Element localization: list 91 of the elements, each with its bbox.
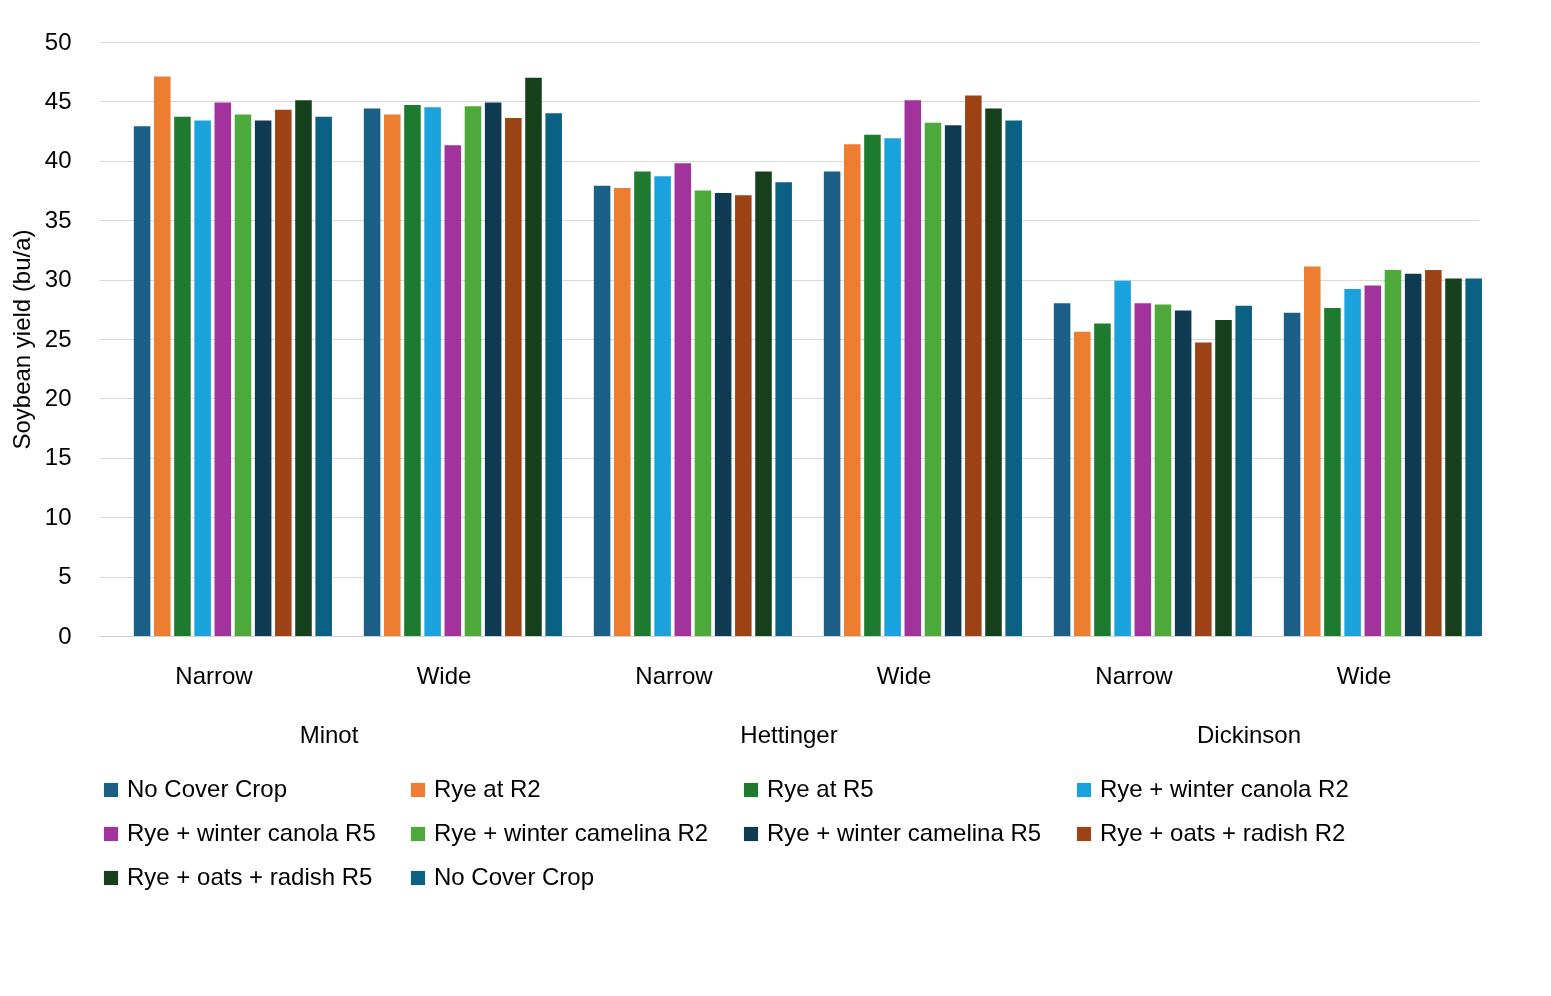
legend-label: Rye + oats + radish R5 bbox=[127, 863, 373, 890]
bar bbox=[1114, 280, 1131, 636]
legend-label: No Cover Crop bbox=[127, 775, 288, 802]
bar bbox=[133, 126, 151, 636]
x-tick-label: Narrow bbox=[1095, 661, 1174, 689]
bar bbox=[254, 120, 272, 636]
bar bbox=[525, 77, 542, 636]
bar bbox=[1364, 285, 1382, 636]
bar bbox=[1134, 303, 1152, 636]
bar bbox=[234, 114, 252, 636]
legend-label: Rye + winter canola R5 bbox=[127, 819, 376, 846]
bar bbox=[1304, 266, 1321, 636]
bar bbox=[884, 138, 901, 636]
legend-label: Rye + winter canola R2 bbox=[1100, 775, 1349, 802]
y-tick-label: 5 bbox=[58, 562, 72, 590]
bar bbox=[1154, 304, 1172, 636]
bar bbox=[1465, 278, 1482, 636]
bar bbox=[1384, 270, 1402, 636]
bar bbox=[1344, 289, 1361, 636]
y-tick-label: 50 bbox=[44, 27, 72, 55]
bar bbox=[404, 104, 421, 636]
x-tick-label: Wide bbox=[416, 661, 472, 689]
bar bbox=[194, 120, 211, 636]
bar bbox=[295, 100, 312, 636]
bar bbox=[363, 108, 381, 636]
bar bbox=[1074, 331, 1091, 636]
bar bbox=[1174, 310, 1192, 636]
bar bbox=[1053, 303, 1071, 636]
bar bbox=[484, 102, 502, 636]
bar bbox=[174, 116, 191, 636]
legend-label: No Cover Crop bbox=[434, 863, 595, 890]
y-tick-label: 25 bbox=[44, 324, 72, 352]
y-tick-label: 15 bbox=[44, 443, 72, 471]
bar bbox=[864, 134, 881, 636]
bar bbox=[755, 171, 772, 636]
bar bbox=[714, 192, 732, 636]
bar bbox=[1324, 308, 1341, 636]
legend-label: Rye + winter camelina R5 bbox=[767, 819, 1042, 846]
y-tick-label: 45 bbox=[44, 86, 72, 114]
text: Minot bbox=[299, 721, 359, 748]
bar bbox=[1283, 312, 1301, 636]
bar bbox=[775, 182, 792, 636]
y-tick-label: 0 bbox=[58, 621, 72, 649]
y-tick-label: 20 bbox=[44, 383, 72, 411]
bar bbox=[674, 163, 692, 636]
bar bbox=[1404, 273, 1422, 636]
bar bbox=[464, 106, 482, 636]
bar bbox=[944, 125, 962, 636]
bar bbox=[384, 114, 401, 636]
bar bbox=[654, 176, 671, 636]
text: Hettinger bbox=[740, 721, 838, 748]
legend-label: Rye at R2 bbox=[434, 775, 541, 802]
y-tick-label: 35 bbox=[44, 205, 72, 233]
bar bbox=[1235, 305, 1252, 636]
bar bbox=[823, 171, 841, 636]
legend-label: Rye + winter camelina R2 bbox=[434, 819, 709, 846]
bar bbox=[844, 144, 861, 636]
bar bbox=[593, 185, 611, 636]
x-tick-label: Wide bbox=[1336, 661, 1392, 689]
bar bbox=[154, 76, 171, 636]
y-tick-label: 40 bbox=[44, 146, 72, 174]
bar bbox=[1215, 319, 1232, 636]
bar bbox=[735, 195, 752, 636]
bar bbox=[985, 108, 1002, 636]
bar bbox=[545, 113, 562, 636]
legend-label: Rye at R5 bbox=[767, 775, 874, 802]
bar bbox=[505, 118, 522, 636]
y-tick-label: 30 bbox=[44, 265, 72, 293]
y-tick-label: 10 bbox=[44, 502, 72, 530]
bar bbox=[214, 102, 232, 636]
text: Dickinson bbox=[1196, 721, 1302, 748]
y-axis-title: Soybean yield (bu/a) bbox=[7, 229, 35, 450]
bar bbox=[1425, 270, 1442, 636]
bar bbox=[1094, 323, 1111, 636]
bar bbox=[614, 188, 631, 636]
bar bbox=[634, 171, 651, 636]
bar bbox=[1005, 120, 1022, 636]
bar bbox=[1445, 278, 1462, 636]
x-tick-label: Narrow bbox=[635, 661, 714, 689]
bar bbox=[904, 100, 922, 636]
x-tick-label: Wide bbox=[876, 661, 932, 689]
bar bbox=[444, 145, 462, 636]
bar bbox=[924, 122, 942, 636]
bar bbox=[965, 95, 982, 636]
bar bbox=[694, 190, 712, 636]
bar bbox=[424, 107, 441, 636]
bar bbox=[275, 109, 292, 636]
legend-label: Rye + oats + radish R2 bbox=[1100, 819, 1346, 846]
bar bbox=[1195, 342, 1212, 636]
x-tick-label: Narrow bbox=[175, 661, 254, 689]
bar bbox=[315, 116, 332, 636]
